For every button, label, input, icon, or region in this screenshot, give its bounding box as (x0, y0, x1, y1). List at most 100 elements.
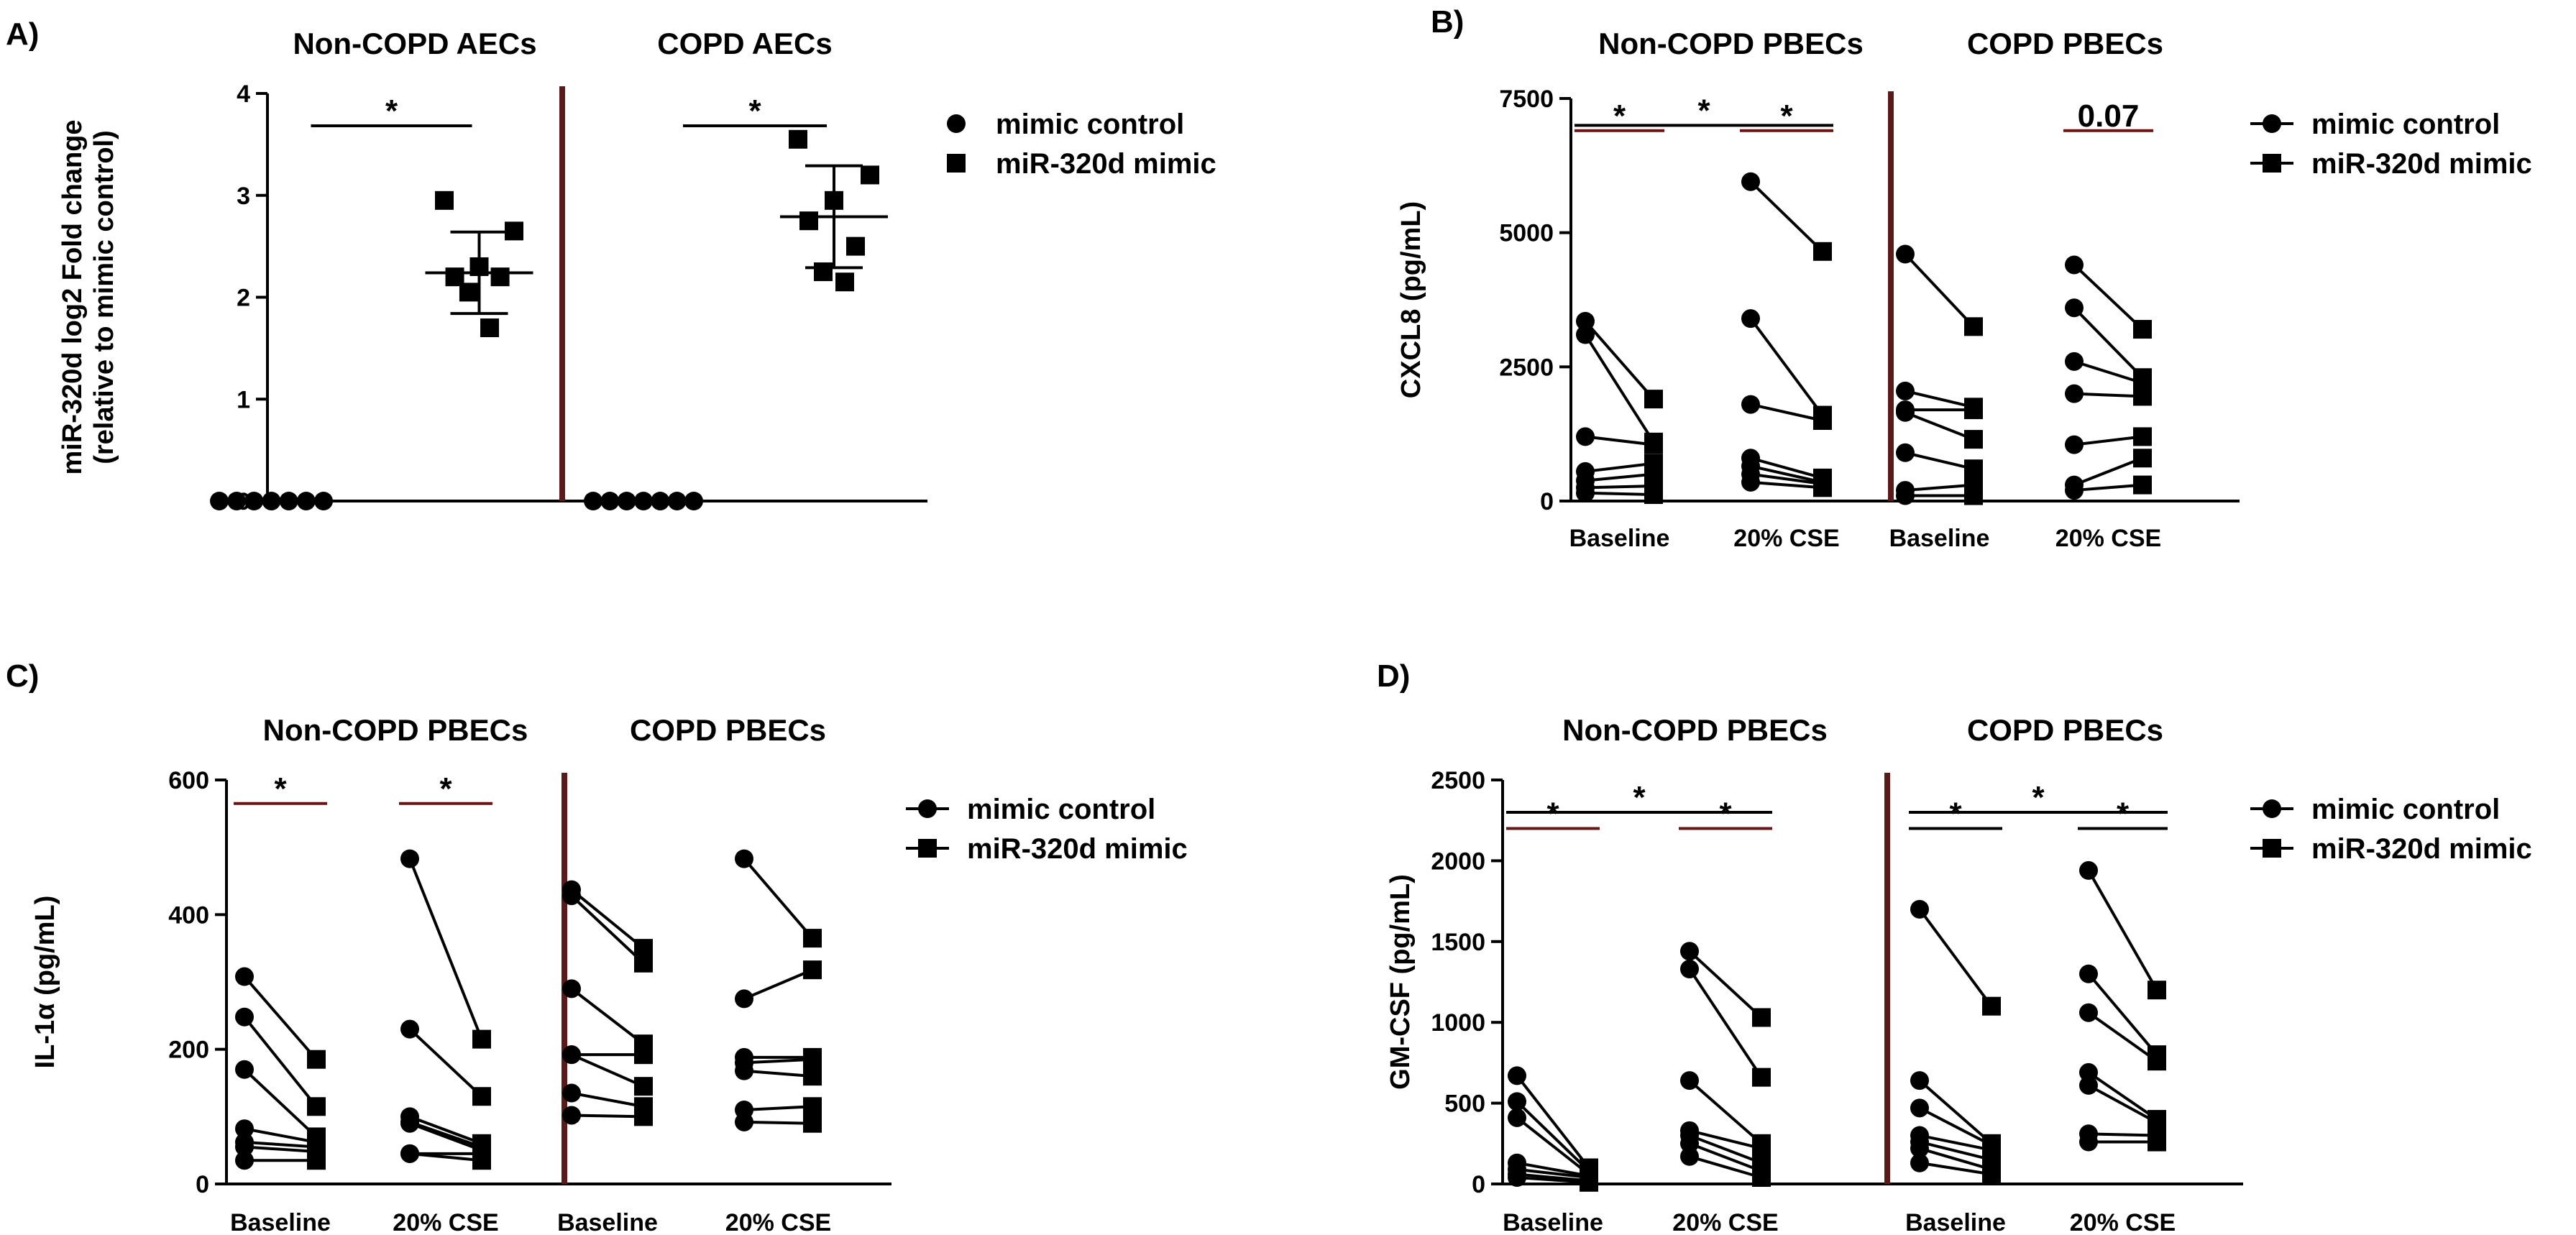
mimic-control-point (735, 989, 753, 1009)
panel-label: A) (6, 17, 39, 52)
condition (1896, 244, 1983, 505)
mir320d-mimic-point (472, 1029, 491, 1049)
y-tick-label: 1500 (1431, 929, 1485, 956)
pair-line (1585, 435, 1654, 446)
legend-marker-square (947, 154, 966, 173)
mimic-control-point (667, 492, 687, 510)
panel-label: C) (6, 658, 39, 694)
mimic-control-point (1508, 1108, 1526, 1127)
pair-line (409, 1121, 482, 1152)
pair-line (570, 894, 645, 965)
mimic-control-point (235, 1060, 254, 1079)
pair-line (409, 1152, 482, 1162)
y-tick-label: 2000 (1431, 848, 1485, 875)
pair-line (1919, 1106, 1992, 1147)
mimic-control-point (562, 979, 581, 998)
mir320d-mimic-point (1982, 1165, 2001, 1184)
y-tick-label: 500 (1444, 1091, 1485, 1118)
mir320d-mimic-point (1644, 485, 1663, 505)
mir320d-mimic-point (1752, 1068, 1771, 1087)
mir320d-mimic-point (803, 929, 822, 948)
mimic-control-point (2065, 384, 2084, 403)
legend: mimic control miR-320d mimic (947, 109, 1216, 180)
group-title: Non-COPD PBECs (1562, 713, 1828, 747)
significance-label: * (748, 93, 761, 129)
pair-line (1688, 950, 1763, 1019)
mir320d-mimic-point (1813, 242, 1832, 261)
pair-line (1905, 389, 1974, 409)
pair-line (2088, 1132, 2158, 1137)
panel-label: B) (1431, 4, 1464, 40)
mimic-control-point (400, 1019, 419, 1039)
group-title: COPD PBECs (1967, 713, 2163, 747)
pair-line (1750, 403, 1823, 422)
legend-marker-circle (947, 114, 966, 133)
significance-label: * (439, 771, 452, 807)
pair-line (1919, 1161, 1992, 1176)
pair-line (243, 1016, 318, 1108)
x-category-label: 20% CSE (725, 1209, 831, 1235)
pair-line (243, 975, 318, 1061)
significance-label: * (1697, 93, 1710, 128)
legend-marker-circle (918, 799, 937, 818)
x-category-label: Baseline (1905, 1209, 2006, 1235)
mir320d-mimic-point (1964, 400, 1983, 420)
significance: * (399, 771, 492, 807)
legend-item: miR-320d mimic (2250, 148, 2532, 180)
pair-line (1919, 1140, 1992, 1162)
mimic-control-point (235, 1137, 254, 1157)
mimic-control-point (2065, 298, 2084, 318)
mimic-control-point (1576, 427, 1595, 446)
panel-label: D) (1377, 658, 1410, 694)
mimic-control-point (235, 1007, 254, 1027)
pair-line (1688, 968, 1763, 1078)
mimic-control-point (1680, 1071, 1699, 1091)
mir320d-mimic-point (307, 1097, 326, 1116)
mimic-control-point (227, 492, 247, 510)
pair-line (1584, 320, 1655, 400)
x-category-label: Baseline (1569, 525, 1670, 552)
pair-line (1516, 1176, 1590, 1184)
group-title: Non-COPD PBECs (1598, 27, 1864, 60)
pair-line (1918, 908, 1993, 1007)
pair-line (244, 1140, 317, 1149)
condition (562, 880, 653, 1126)
mir320d-mimic-point (472, 1087, 491, 1106)
pair-line (2087, 1011, 2158, 1062)
mir320d-mimic-point (2148, 1052, 2166, 1071)
mir320d-mimic-point (1644, 390, 1663, 409)
pair-line (2088, 1084, 2158, 1124)
y-tick-label: 0 (1472, 1171, 1485, 1198)
legend-item: miR-320d mimic (906, 833, 1188, 865)
mimic-control-point (262, 492, 281, 510)
significance-label: * (1780, 98, 1793, 134)
pair-line (1904, 253, 1975, 328)
pair-line (1689, 1142, 1762, 1172)
legend-label: miR-320d mimic (996, 148, 1216, 180)
mimic-control-point (2065, 352, 2084, 371)
pair-line (1516, 1167, 1590, 1179)
pair-line (743, 1105, 813, 1111)
significance-label: * (2032, 780, 2045, 815)
mir320d-mimic-point (1813, 411, 1832, 430)
mimic-control-point (600, 492, 620, 510)
condition (1576, 311, 1663, 505)
y-tick-label: 5000 (1499, 220, 1554, 247)
mimic-control-point (1680, 1134, 1699, 1153)
pair-line (408, 1028, 483, 1098)
pair-line (1585, 462, 1654, 473)
x-category-label: Baseline (1889, 525, 1990, 552)
mir320d-mimic-point (2148, 981, 2166, 1000)
mimic-control-point (1741, 472, 1760, 492)
condition (235, 967, 326, 1170)
mir320d-mimic-point (1644, 435, 1663, 454)
pair-line (1905, 410, 1974, 441)
condition (2079, 860, 2166, 1152)
mimic-control-point (296, 492, 316, 510)
mir320d-mimic-point (1964, 486, 1983, 505)
pair-line (1516, 1116, 1590, 1176)
pair-line (2073, 483, 2143, 492)
mir320d-mimic-point (2133, 475, 2152, 495)
mimic-control-point (2065, 255, 2084, 275)
